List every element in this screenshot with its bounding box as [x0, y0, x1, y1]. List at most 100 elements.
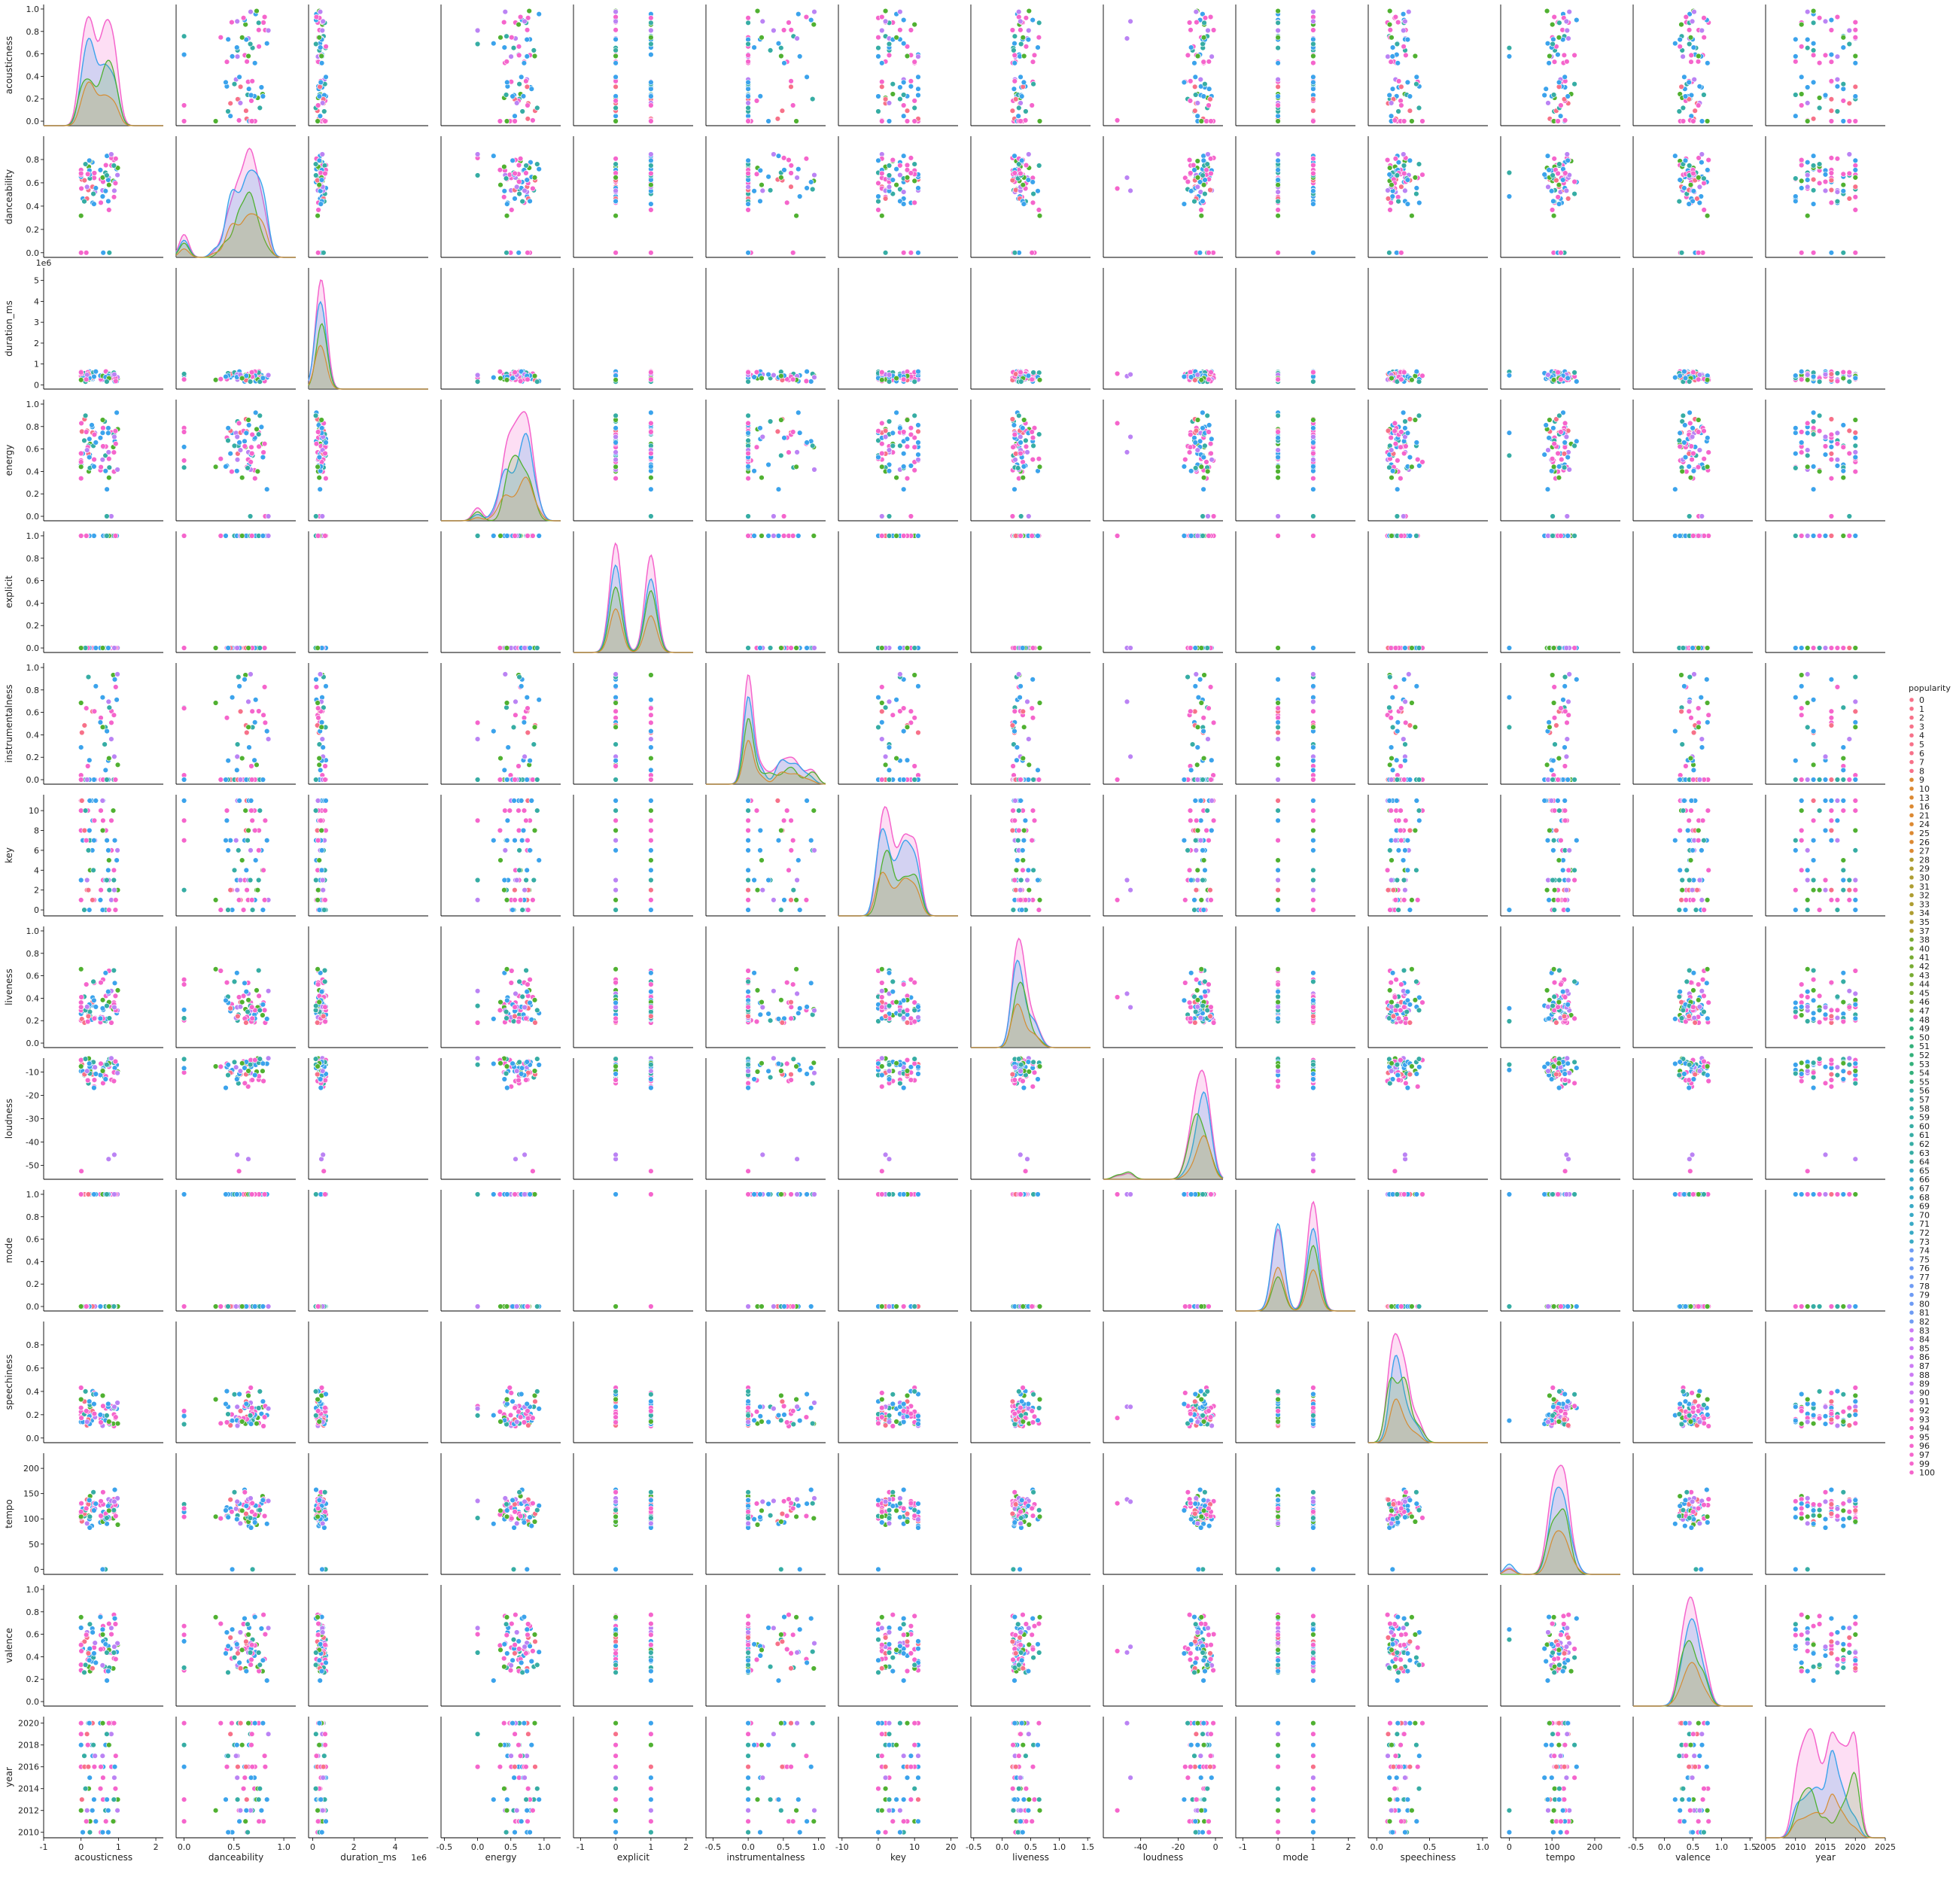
data-point [1386, 250, 1392, 256]
data-point [1409, 118, 1415, 124]
data-point [879, 440, 885, 447]
data-point [106, 474, 112, 481]
data-point [1036, 377, 1043, 383]
data-point [1799, 369, 1805, 375]
data-point [886, 118, 893, 124]
data-point [312, 412, 319, 418]
data-point [1025, 177, 1032, 183]
data-point [879, 170, 885, 177]
data-point [1793, 645, 1799, 651]
data-point [1200, 409, 1206, 415]
data-point [1025, 36, 1032, 43]
data-point [1564, 27, 1571, 34]
data-point [1275, 35, 1281, 41]
data-point [879, 645, 885, 651]
data-point [1394, 172, 1401, 178]
data-point [1275, 84, 1281, 90]
data-point [1191, 60, 1197, 66]
panel-explicit-vs-danceability [175, 531, 296, 653]
data-point [261, 440, 268, 447]
data-point [240, 15, 247, 21]
data-point [908, 27, 914, 33]
y-axis-label: energy [4, 445, 14, 476]
panel-energy-vs-danceability [175, 400, 296, 522]
data-point [99, 430, 106, 436]
data-point [516, 21, 522, 28]
data-point [1400, 409, 1407, 415]
data-point [781, 435, 787, 441]
data-point [1822, 172, 1829, 178]
y-tick-label: 4 [34, 297, 39, 306]
data-point [1394, 250, 1400, 256]
data-point [252, 60, 258, 66]
data-point [1852, 417, 1859, 423]
data-point [1822, 52, 1829, 59]
data-point [1275, 250, 1281, 256]
data-point [1840, 474, 1847, 481]
y-tick-label: 0.2 [26, 225, 40, 235]
data-point [1550, 377, 1557, 383]
data-point [318, 53, 324, 59]
data-point [648, 250, 654, 256]
data-point [1690, 425, 1696, 431]
data-point [1413, 190, 1419, 197]
panel-duration_ms-vs-tempo [1500, 268, 1620, 390]
data-point [502, 8, 508, 15]
data-point [1562, 74, 1568, 81]
data-point [745, 118, 751, 124]
data-point [613, 433, 619, 440]
data-point [1846, 196, 1853, 202]
data-point [516, 44, 522, 50]
data-point [318, 79, 324, 86]
data-point [229, 468, 235, 475]
data-point [1805, 447, 1811, 453]
data-point [1816, 105, 1823, 111]
data-point [1672, 153, 1678, 159]
data-point [1681, 185, 1687, 191]
data-point [1556, 412, 1562, 418]
data-point [1545, 184, 1551, 190]
data-point [1678, 21, 1684, 28]
data-point [313, 440, 320, 447]
data-point [491, 153, 497, 159]
data-point [1310, 118, 1316, 124]
y-offset-text: 1e6 [36, 258, 52, 268]
data-point [1413, 369, 1420, 375]
data-point [879, 14, 885, 20]
data-point [510, 157, 516, 164]
data-point [648, 376, 654, 382]
data-point [1035, 188, 1041, 194]
data-point [78, 213, 84, 219]
y-tick-label: 0.0 [26, 117, 40, 126]
data-point [1026, 27, 1032, 34]
data-point [1846, 170, 1853, 177]
data-point [875, 207, 881, 213]
data-point [1030, 190, 1036, 197]
panel-energy-vs-valence [1632, 400, 1753, 522]
data-point [242, 21, 248, 28]
y-axis-label: acousticness [4, 36, 14, 94]
data-point [84, 777, 90, 783]
panel-energy-vs-instrumentalness [705, 400, 826, 522]
data-point [1701, 180, 1707, 187]
data-point [86, 454, 93, 461]
data-point [1699, 160, 1705, 166]
data-point [1551, 59, 1558, 65]
panel-energy-vs-liveness [970, 400, 1091, 522]
data-point [759, 18, 765, 25]
data-point [1506, 430, 1513, 436]
panel-danceability-vs-tempo [1500, 136, 1620, 258]
data-point [78, 170, 84, 177]
data-point [1686, 27, 1693, 33]
data-point [1563, 187, 1570, 194]
y-tick-label: 0.8 [26, 686, 40, 695]
data-point [1011, 422, 1018, 428]
data-point [745, 420, 751, 427]
data-point [1834, 457, 1841, 463]
panel-acousticness-vs-danceability [175, 5, 296, 126]
panel-explicit-vs-year [1765, 531, 1885, 653]
data-point [751, 44, 757, 50]
data-point [1275, 376, 1281, 382]
data-point [908, 513, 914, 519]
data-point [93, 369, 99, 375]
